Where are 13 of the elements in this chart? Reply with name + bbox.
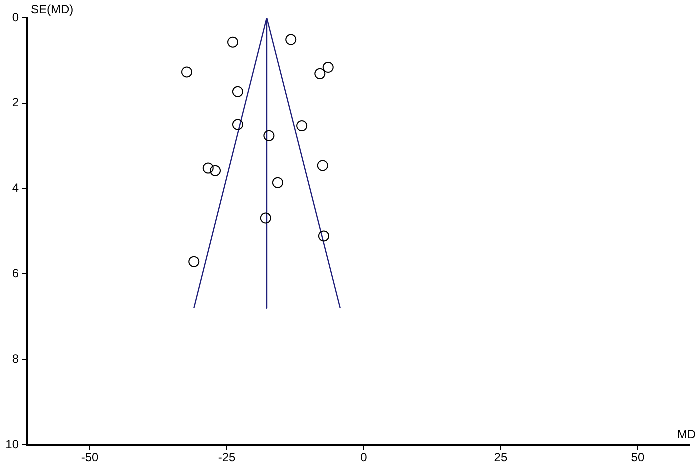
y-tick-label: 0 [12,10,20,24]
x-tick-label: -25 [218,450,236,464]
y-axis-title: SE(MD) [31,2,74,16]
y-tick-label: 6 [12,266,20,281]
y-tick-label: 8 [12,352,20,366]
y-tick-label: 4 [12,181,20,196]
y-tick-label: 2 [12,96,20,110]
x-tick-label: 25 [494,450,508,464]
y-tick-label: 10 [6,437,20,452]
x-tick-label: -50 [81,450,100,464]
x-axis-title: MD [677,427,696,442]
x-tick-label: 50 [631,450,645,464]
x-tick-label: 0 [360,450,368,464]
